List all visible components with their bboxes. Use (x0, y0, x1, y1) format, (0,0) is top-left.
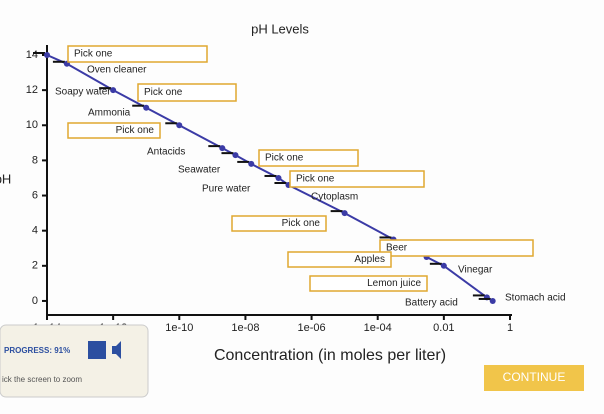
progress-text: PROGRESS: 91% (4, 346, 70, 355)
y-axis-label: pH (0, 171, 11, 186)
point-label: Pure water (202, 184, 251, 195)
answer-text[interactable]: Pick one (144, 87, 183, 98)
answer-text[interactable]: Pick one (282, 218, 321, 229)
data-point (219, 145, 226, 152)
point-label: Cytoplasm (311, 192, 358, 203)
chart-title: pH Levels (251, 21, 309, 36)
point-label: Oven cleaner (87, 65, 147, 76)
x-tick-label: 1e-04 (364, 322, 392, 334)
answer-text[interactable]: Pick one (116, 125, 155, 136)
continue-button[interactable] (484, 365, 584, 391)
answer-box[interactable] (231, 215, 327, 232)
answer-box[interactable] (309, 275, 428, 292)
grid-icon[interactable] (88, 341, 106, 359)
answer-text[interactable]: Beer (386, 243, 408, 254)
hint-text: ick the screen to zoom (2, 375, 82, 384)
y-tick-label: 6 (32, 189, 38, 201)
data-point (275, 174, 282, 181)
answer-box[interactable] (258, 149, 359, 167)
data-point (143, 104, 150, 111)
progress-panel (0, 324, 149, 398)
data-point (440, 262, 447, 269)
point-label: Battery acid (405, 298, 458, 309)
point-label: Ammonia (88, 108, 131, 119)
point-label: Seawater (178, 165, 221, 176)
x-axis-label: Concentration (in moles per liter) (214, 347, 446, 364)
x-tick-label: 1 (507, 322, 513, 334)
point-label: Soapy water (55, 87, 111, 98)
y-tick-label: 0 (32, 295, 38, 307)
answer-text[interactable]: Pick one (296, 174, 335, 185)
y-tick-label: 10 (26, 119, 38, 131)
x-tick-label: 0.01 (433, 322, 454, 334)
y-tick-label: 14 (26, 49, 38, 61)
data-point (44, 52, 50, 58)
x-tick-label: 1e-08 (231, 322, 259, 334)
y-tick-label: 2 (32, 260, 38, 272)
answer-text[interactable]: Lemon juice (367, 278, 421, 289)
answer-box[interactable] (137, 83, 237, 102)
answer-box[interactable] (379, 239, 534, 257)
answer-text[interactable]: Pick one (74, 49, 113, 60)
answer-box[interactable] (289, 170, 425, 188)
answer-text[interactable]: Pick one (265, 153, 304, 164)
y-tick-label: 12 (26, 84, 38, 96)
data-point (489, 297, 496, 304)
sound-icon[interactable] (112, 341, 121, 359)
data-point (176, 122, 183, 129)
answer-box[interactable] (67, 122, 161, 139)
answer-box[interactable] (67, 45, 208, 63)
point-label: Stomach acid (505, 293, 566, 304)
y-tick-label: 4 (32, 225, 38, 237)
point-label: Antacids (147, 147, 185, 158)
data-point (232, 152, 239, 159)
data-point (248, 160, 255, 167)
answer-box[interactable] (287, 251, 392, 268)
data-point (110, 87, 117, 94)
continue-label[interactable]: CONTINUE (503, 370, 566, 384)
x-tick-label: 1e-06 (298, 322, 326, 334)
answer-text[interactable]: Apples (354, 254, 385, 265)
data-point (341, 210, 348, 217)
point-label: Vinegar (458, 265, 493, 276)
y-tick-label: 8 (32, 154, 38, 166)
x-tick-label: 1e-10 (165, 322, 193, 334)
